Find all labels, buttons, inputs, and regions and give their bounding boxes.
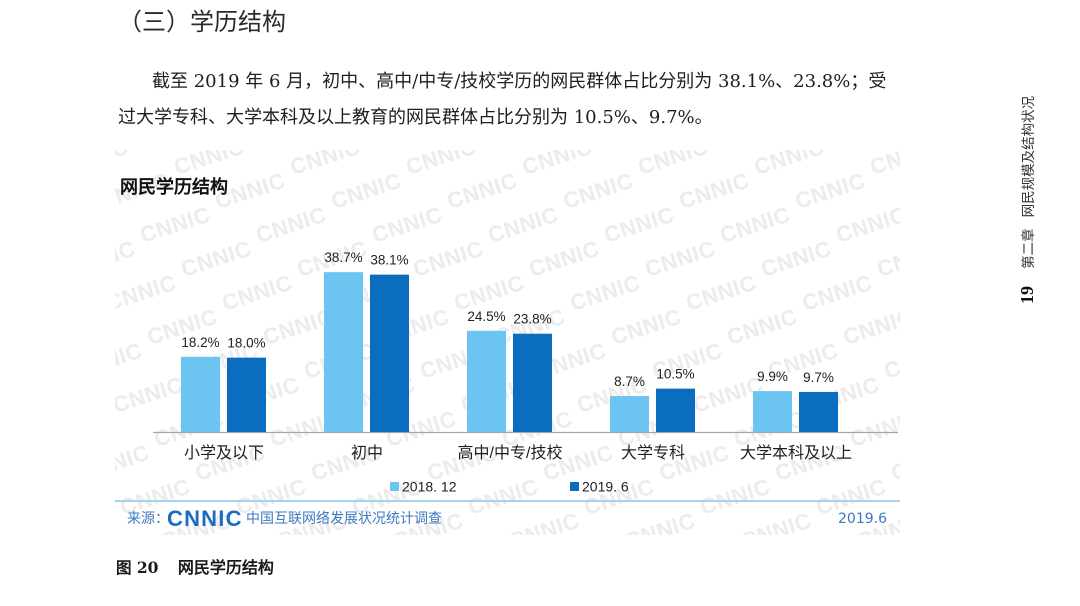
chapter-title: 网民规模及结构状况 — [1021, 95, 1037, 218]
figure-title: 网民学历结构 — [177, 558, 274, 577]
bar-series2-cat2 — [370, 274, 409, 432]
chart-figure: CNNIC CNNIC CNNIC CNNIC CNNIC CNNIC CNNIC CNNIC… — [115, 150, 900, 535]
bar-series2-cat4 — [656, 388, 695, 432]
bar-series1-cat2 — [324, 272, 363, 432]
source-note: 来源： CNNIC 中国互联网络发展状况统计调查 2019.6 — [115, 508, 900, 530]
legend-label-2: 2019. 6 — [582, 479, 629, 495]
legend-swatch-2 — [570, 482, 579, 491]
data-label-series2-cat5: 9.7% — [803, 370, 834, 385]
paragraph-line: 截至 2019 年 6 月，初中、高中/中专/技校学历的网民群体占比分别为 38… — [152, 71, 887, 92]
bar-series2-cat1 — [227, 357, 266, 432]
bar-series2-cat3 — [513, 333, 552, 432]
data-label-series1-cat2: 38.7% — [324, 250, 362, 265]
figure-number: 图 20 — [116, 558, 159, 577]
data-label-series1-cat5: 9.9% — [757, 369, 788, 384]
data-label-series2-cat1: 18.0% — [227, 336, 265, 351]
paragraph-line: 过大学专科、大学本科及以上教育的网民群体占比分别为 10.5%、9.7%。 — [118, 107, 713, 128]
category-label-2: 初中 — [351, 444, 383, 462]
figure-caption: 图 20 网民学历结构 — [116, 558, 274, 578]
source-date: 2019.6 — [838, 511, 887, 527]
cnnic-logo: CNNIC — [167, 506, 243, 531]
page-number: 19 — [1017, 286, 1037, 304]
category-label-5: 大学本科及以上 — [740, 444, 852, 462]
body-paragraph: 截至 2019 年 6 月，初中、高中/中专/技校学历的网民群体占比分别为 38… — [118, 64, 886, 136]
bar-series2-cat5 — [799, 391, 838, 432]
data-label-series1-cat3: 24.5% — [467, 309, 505, 324]
category-label-4: 大学专科 — [621, 444, 685, 462]
section-heading: （三）学历结构 — [118, 8, 286, 36]
source-label: 来源： — [127, 511, 169, 527]
chart-title: 网民学历结构 — [120, 177, 228, 198]
data-label-series1-cat4: 8.7% — [614, 374, 645, 389]
data-label-series2-cat3: 23.8% — [513, 312, 551, 327]
data-label-series1-cat1: 18.2% — [181, 335, 219, 350]
bar-series1-cat1 — [181, 356, 220, 432]
data-label-series2-cat4: 10.5% — [656, 367, 694, 382]
legend-label-1: 2018. 12 — [402, 479, 457, 495]
bar-series1-cat5 — [753, 391, 792, 432]
data-label-series2-cat2: 38.1% — [370, 253, 408, 268]
chapter-label: 第二章 — [1021, 228, 1037, 269]
legend-swatch-1 — [390, 482, 399, 491]
bar-series1-cat4 — [610, 396, 649, 432]
source-name: 中国互联网络发展状况统计调查 — [246, 511, 442, 527]
category-label-1: 小学及以下 — [184, 444, 264, 462]
bar-series1-cat3 — [467, 330, 506, 432]
bar-chart: 18.2% 18.0% 小学及以下 38.7% 38.1% 初中 24.5% 23.8% 高中/… — [115, 250, 900, 502]
running-header: 19 第二章 网民规模及结构状况 — [1016, 96, 1038, 304]
category-label-3: 高中/中专/技校 — [458, 444, 563, 462]
